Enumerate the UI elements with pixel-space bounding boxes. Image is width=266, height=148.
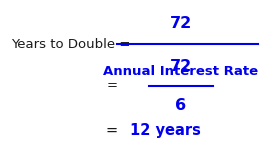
Text: =: = [106,79,117,92]
Text: 12 years: 12 years [130,123,201,138]
Text: 6: 6 [175,98,186,113]
Text: =: = [106,123,118,138]
Text: 72: 72 [170,59,192,74]
Text: Years to Double =: Years to Double = [11,38,130,51]
Text: Annual Interest Rate: Annual Interest Rate [103,65,259,78]
Text: 72: 72 [170,16,192,31]
